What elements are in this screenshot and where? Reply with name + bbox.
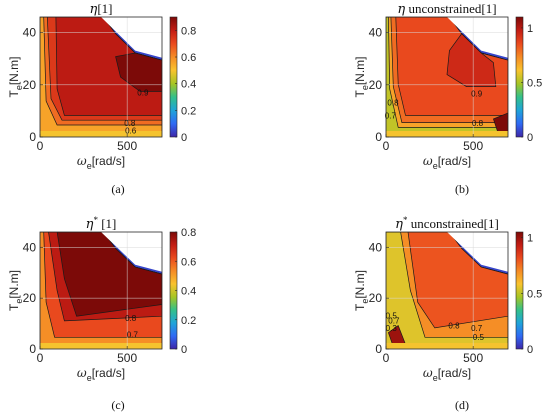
contour-label: 0.7 (388, 317, 400, 326)
x-axis-label: ωe[rad/s] (77, 366, 125, 383)
colorbar-tick-label: 0.8 (181, 227, 196, 239)
heatmap-band (386, 131, 508, 137)
colorbar-tick-label: 0.5 (527, 288, 542, 300)
chart-title: η* unconstrained[1] (395, 215, 499, 232)
contour-label: 0.8 (125, 314, 137, 323)
colorbar-tick-label: 0.8 (181, 25, 196, 37)
contour-label: 0.7 (471, 324, 483, 333)
panel-caption: (c) (111, 398, 124, 412)
colorbar-tick-label: 0.2 (181, 315, 196, 327)
colorbar (515, 231, 524, 350)
y-axis-label: Te[N.m] (353, 56, 370, 97)
y-tick-label: 40 (23, 240, 37, 254)
colorbar-tick-label: 0.2 (181, 105, 196, 117)
x-axis-label: ωe[rad/s] (423, 366, 471, 383)
colorbar-tick-label: 0.6 (181, 52, 196, 64)
colorbar-tick-label: 0.5 (527, 77, 542, 89)
x-axis-label: ωe[rad/s] (77, 154, 125, 171)
infeasible-region (447, 17, 508, 58)
panel-caption: (a) (111, 182, 124, 196)
panel-caption: (b) (455, 182, 469, 196)
colorbar-tick-label: 0 (181, 344, 187, 356)
heatmap-band (446, 33, 497, 87)
contour-label: 0.7 (127, 331, 139, 340)
colorbar-tick-label: 0.4 (181, 286, 196, 298)
axes-box (39, 16, 163, 138)
heatmap-regions (386, 17, 508, 137)
y-tick-label: 40 (369, 26, 383, 40)
y-tick-label: 20 (23, 291, 37, 305)
colorbar-tick-label: 0.4 (181, 79, 196, 91)
y-tick-label: 0 (29, 130, 36, 144)
panel-c: 0 500 0 20 40 0.8 0.7 η* [1] ωe[rad/s] Te[N.m] 0 0.… (7, 215, 196, 412)
contour-label: 0.8 (448, 322, 460, 331)
y-tick-label: 40 (23, 26, 37, 40)
x-tick-label: 500 (463, 139, 483, 153)
y-tick-label: 20 (23, 78, 37, 92)
heatmap-band (492, 112, 508, 134)
contour-label: 0.9 (471, 90, 483, 99)
contour-label: 0.5 (386, 311, 398, 320)
heatmap-regions (40, 17, 162, 137)
x-tick-label: 0 (383, 351, 390, 365)
x-axis-label: ωe[rad/s] (423, 154, 471, 171)
contour-label: 0.3 (386, 324, 398, 333)
colorbar-tick-label: 0 (527, 344, 533, 356)
colorbar (169, 16, 178, 138)
contour-label: 0.7 (385, 112, 397, 121)
x-tick-label: 500 (463, 351, 483, 365)
chart-title: η* [1] (86, 215, 117, 232)
contour-label: 0.5 (473, 333, 485, 342)
infeasible-region (101, 17, 162, 58)
colorbar-tick-label: 0 (181, 132, 187, 144)
y-tick-label: 20 (369, 78, 383, 92)
chart-title: η unconstrained[1] (397, 1, 496, 17)
axes-box (385, 16, 509, 138)
y-axis-label: Te[N.m] (7, 56, 24, 97)
y-axis-label: Te[N.m] (7, 270, 24, 311)
infeasible-region (447, 232, 508, 272)
colorbar (515, 16, 524, 138)
contour-label: 0.8 (124, 119, 136, 128)
y-tick-label: 0 (375, 130, 382, 144)
colorbar-tick-label: 0.6 (181, 256, 196, 268)
contour-label: 0.8 (472, 119, 484, 128)
axes-box (385, 231, 509, 350)
x-tick-label: 0 (383, 139, 390, 153)
chart-title: η[1] (90, 1, 113, 17)
y-axis-label: Te[N.m] (353, 270, 370, 311)
contour-label: 0.8 (387, 99, 399, 108)
colorbar-tick-label: 0 (527, 132, 533, 144)
heatmap-regions (386, 232, 508, 349)
contour-label: 0.6 (125, 127, 137, 136)
heatmap-regions (40, 232, 162, 349)
y-tick-label: 0 (29, 342, 36, 356)
y-tick-label: 0 (375, 342, 382, 356)
panel-a: 0 500020400.90.80.6η[1]ωe[rad/s]Te[N.m]00… (7, 1, 196, 196)
x-tick-label: 0 (37, 139, 44, 153)
axes-box (39, 231, 163, 350)
x-tick-label: 0 (37, 351, 44, 365)
colorbar-tick-label: 1 (527, 233, 533, 245)
infeasible-region (101, 232, 162, 272)
colorbar-tick-label: 1 (527, 23, 533, 35)
panel-b: 0 500 0 20 40 0.9 0.8 0.8 0.7 η unconstrained[1] ω… (353, 1, 542, 196)
x-tick-label: 500 (117, 351, 137, 365)
heatmap-band (40, 343, 162, 349)
y-tick-label: 20 (369, 291, 383, 305)
heatmap-band (40, 131, 162, 137)
panel-caption: (d) (455, 398, 469, 412)
y-tick-label: 40 (369, 240, 383, 254)
x-tick-label: 500 (117, 139, 137, 153)
contour-label: 0.9 (137, 88, 149, 97)
heatmap-band (386, 343, 508, 349)
